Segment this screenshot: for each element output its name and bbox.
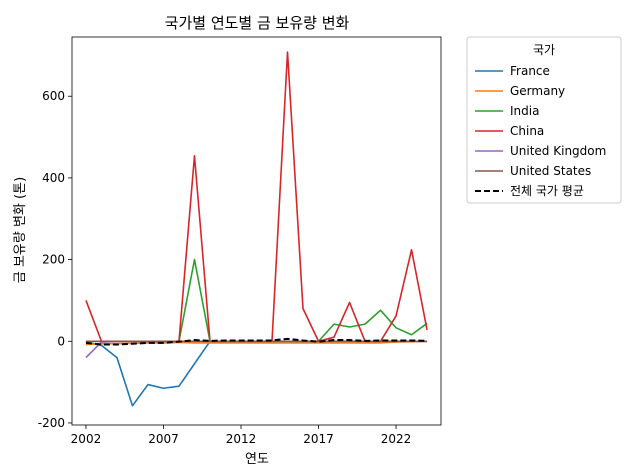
series-line-4 [85, 51, 428, 343]
legend-entry: 전체 국가 평균 [510, 184, 584, 198]
y-axis-title: 금 보유량 변화 (톤) [13, 177, 28, 283]
y-tick-label: 600 [42, 89, 65, 103]
x-tick-label: 2012 [226, 432, 257, 446]
x-axis: 2002 2007 2012 2017 2022 [71, 425, 412, 446]
series-line-1 [85, 340, 428, 407]
series-line-7 [85, 337, 428, 346]
legend-entry: Germany [510, 84, 565, 98]
y-axis: -200 0 200 400 600 [38, 89, 72, 430]
y-tick-label: 200 [42, 253, 65, 267]
legend-title: 국가 [533, 43, 555, 57]
x-tick-label: 2017 [303, 432, 334, 446]
chart-title: 국가별 연도별 금 보유량 변화 [165, 14, 350, 32]
legend-entry: China [510, 124, 544, 138]
y-tick-label: 0 [57, 334, 65, 348]
x-axis-title: 연도 [245, 452, 269, 467]
x-tick-label: 2007 [148, 432, 179, 446]
legend-entry: United Kingdom [510, 144, 606, 158]
x-tick-label: 2022 [381, 432, 412, 446]
legend: 국가 France Germany India China United Kingdom U… [466, 36, 622, 204]
legend-entry: India [510, 104, 539, 118]
series-lines [85, 51, 428, 407]
plot-frame [71, 36, 442, 426]
series-line-3 [85, 258, 428, 343]
legend-entry: United States [510, 164, 591, 178]
y-tick-label: 400 [42, 171, 65, 185]
legend-entry: France [510, 64, 550, 78]
plot-area [71, 36, 442, 426]
y-tick-label: -200 [38, 416, 65, 430]
legend-box [466, 36, 622, 204]
x-tick-label: 2002 [71, 432, 102, 446]
